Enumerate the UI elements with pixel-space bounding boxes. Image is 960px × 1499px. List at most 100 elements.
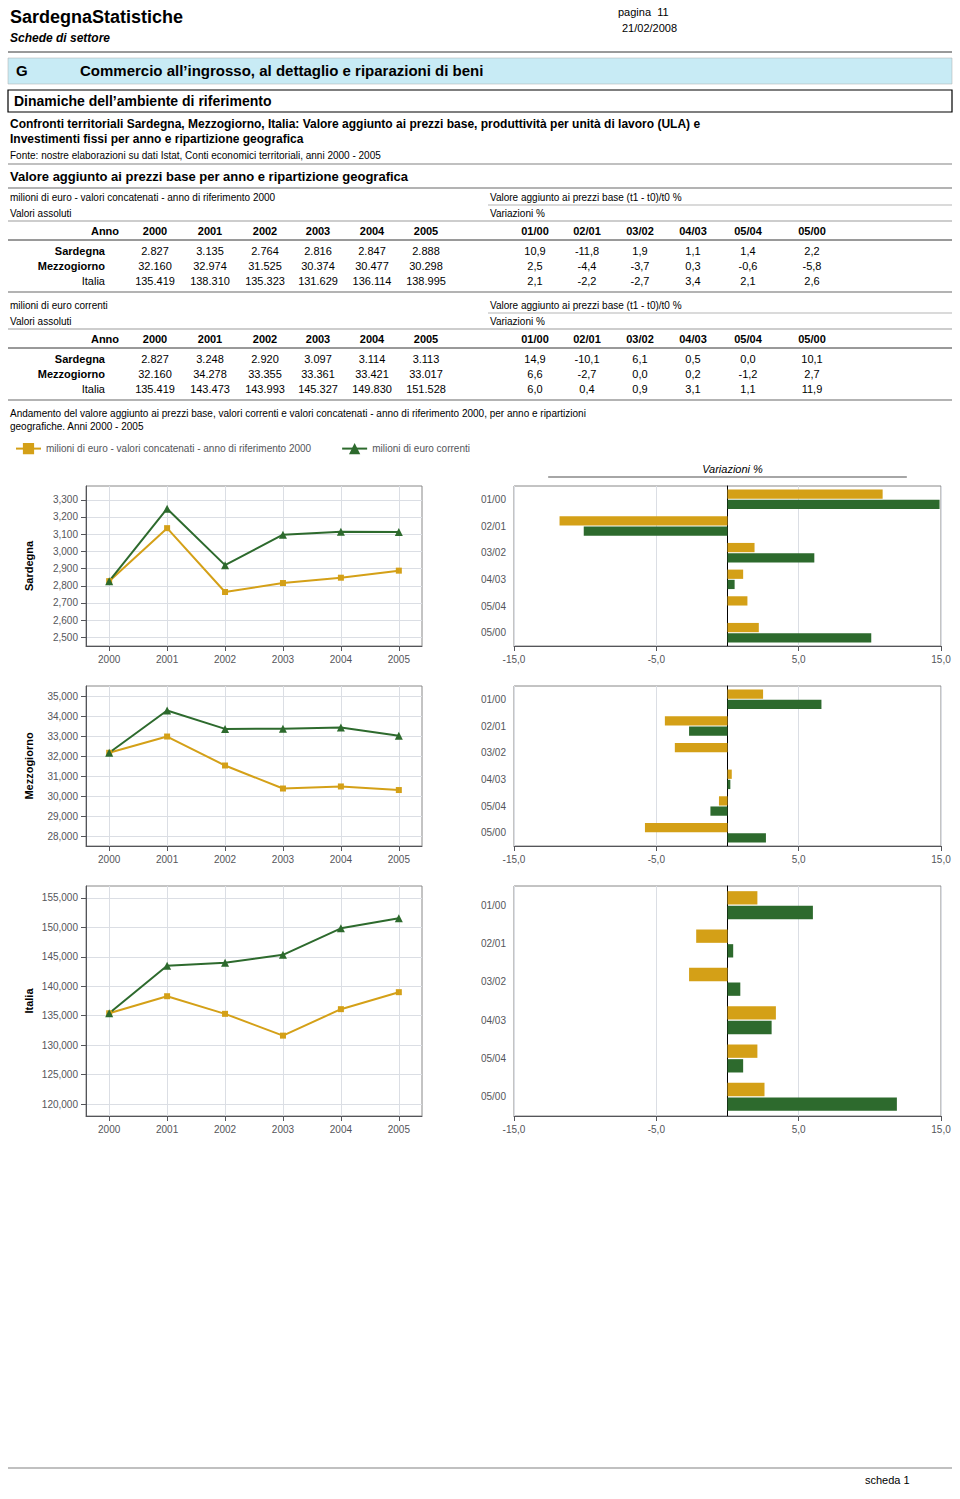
svg-text:Italia: Italia: [82, 275, 106, 287]
svg-text:34.278: 34.278: [193, 368, 227, 380]
svg-text:149.830: 149.830: [352, 383, 392, 395]
svg-text:03/02: 03/02: [626, 225, 654, 237]
svg-text:135,000: 135,000: [42, 1010, 79, 1021]
svg-text:32.160: 32.160: [138, 260, 172, 272]
svg-text:33.017: 33.017: [409, 368, 443, 380]
svg-text:-2,7: -2,7: [631, 275, 650, 287]
svg-text:-11,8: -11,8: [575, 245, 599, 257]
svg-text:10,1: 10,1: [801, 353, 822, 365]
svg-text:Investimenti fissi per anno e: Investimenti fissi per anno e ripartizio…: [10, 132, 304, 146]
svg-text:2000: 2000: [98, 854, 121, 865]
svg-text:135.323: 135.323: [245, 275, 285, 287]
svg-text:2.920: 2.920: [251, 353, 279, 365]
svg-text:2.827: 2.827: [141, 245, 169, 257]
svg-text:15,0: 15,0: [931, 654, 951, 665]
svg-text:33.361: 33.361: [301, 368, 335, 380]
svg-text:130,000: 130,000: [42, 1040, 79, 1051]
svg-text:35,000: 35,000: [47, 691, 78, 702]
svg-text:2005: 2005: [388, 1124, 411, 1135]
svg-text:05/00: 05/00: [481, 827, 506, 838]
svg-text:2003: 2003: [306, 333, 330, 345]
svg-text:02/01: 02/01: [481, 938, 506, 949]
svg-text:5,0: 5,0: [792, 654, 806, 665]
svg-text:2002: 2002: [214, 1124, 237, 1135]
svg-text:21/02/2008: 21/02/2008: [622, 22, 677, 34]
svg-text:143.993: 143.993: [245, 383, 285, 395]
svg-text:3.248: 3.248: [196, 353, 224, 365]
svg-text:geografiche. Anni 2000 - 2005: geografiche. Anni 2000 - 2005: [10, 421, 144, 432]
svg-text:2002: 2002: [253, 333, 277, 345]
svg-text:0,0: 0,0: [740, 353, 755, 365]
svg-text:0,3: 0,3: [685, 260, 700, 272]
svg-text:2,6: 2,6: [804, 275, 819, 287]
svg-text:2,5: 2,5: [527, 260, 542, 272]
svg-text:Variazioni %: Variazioni %: [490, 316, 545, 327]
svg-text:2003: 2003: [272, 1124, 295, 1135]
svg-text:150,000: 150,000: [42, 922, 79, 933]
svg-text:1,4: 1,4: [740, 245, 755, 257]
svg-text:2,2: 2,2: [804, 245, 819, 257]
svg-text:2,800: 2,800: [53, 580, 78, 591]
svg-text:Sardegna: Sardegna: [23, 540, 35, 591]
svg-text:Andamento del valore aggiunto: Andamento del valore aggiunto ai prezzi …: [10, 408, 586, 419]
svg-text:2004: 2004: [330, 1124, 353, 1135]
svg-text:135.419: 135.419: [135, 383, 175, 395]
svg-text:05/00: 05/00: [481, 627, 506, 638]
svg-text:2,7: 2,7: [804, 368, 819, 380]
svg-text:120,000: 120,000: [42, 1099, 79, 1110]
svg-text:2003: 2003: [272, 654, 295, 665]
svg-text:01/00: 01/00: [521, 225, 549, 237]
svg-text:Commercio all’ingrosso, al det: Commercio all’ingrosso, al dettaglio e r…: [80, 62, 483, 79]
svg-text:2.827: 2.827: [141, 353, 169, 365]
svg-text:-10,1: -10,1: [574, 353, 599, 365]
svg-text:3,1: 3,1: [685, 383, 700, 395]
svg-text:01/00: 01/00: [481, 694, 506, 705]
svg-text:2004: 2004: [360, 333, 385, 345]
svg-text:SardegnaStatistiche: SardegnaStatistiche: [10, 7, 183, 27]
svg-text:-4,4: -4,4: [578, 260, 597, 272]
svg-text:3.097: 3.097: [304, 353, 332, 365]
svg-text:6,6: 6,6: [527, 368, 542, 380]
svg-text:03/02: 03/02: [626, 333, 654, 345]
svg-text:scheda 1: scheda 1: [865, 1474, 910, 1486]
svg-text:3,200: 3,200: [53, 511, 78, 522]
svg-text:135.419: 135.419: [135, 275, 175, 287]
svg-text:2.816: 2.816: [304, 245, 332, 257]
svg-text:04/03: 04/03: [481, 1015, 506, 1026]
svg-text:2005: 2005: [414, 333, 438, 345]
svg-text:-2,2: -2,2: [578, 275, 597, 287]
svg-text:-15,0: -15,0: [503, 654, 526, 665]
svg-text:3,4: 3,4: [685, 275, 700, 287]
svg-text:1,9: 1,9: [632, 245, 647, 257]
svg-text:Mezzogiorno: Mezzogiorno: [23, 732, 35, 799]
svg-text:Italia: Italia: [23, 988, 35, 1014]
svg-text:2001: 2001: [198, 333, 222, 345]
svg-text:-2,7: -2,7: [578, 368, 597, 380]
svg-text:2.847: 2.847: [358, 245, 386, 257]
svg-text:2003: 2003: [306, 225, 330, 237]
svg-text:2001: 2001: [198, 225, 222, 237]
svg-text:3.113: 3.113: [413, 353, 440, 365]
svg-text:155,000: 155,000: [42, 892, 79, 903]
svg-text:2001: 2001: [156, 654, 179, 665]
svg-text:Valore aggiunto ai prezzi base: Valore aggiunto ai prezzi base per anno …: [10, 169, 409, 184]
svg-text:-1,2: -1,2: [739, 368, 758, 380]
svg-text:145.327: 145.327: [298, 383, 338, 395]
svg-text:Confronti territoriali Sardegn: Confronti territoriali Sardegna, Mezzogi…: [10, 117, 700, 131]
svg-text:5,0: 5,0: [792, 1124, 806, 1135]
svg-text:Sardegna: Sardegna: [55, 245, 106, 257]
svg-text:28,000: 28,000: [47, 831, 78, 842]
svg-text:2.764: 2.764: [251, 245, 279, 257]
svg-text:Variazioni %: Variazioni %: [490, 208, 545, 219]
svg-text:2004: 2004: [330, 854, 353, 865]
svg-text:2,1: 2,1: [740, 275, 755, 287]
svg-text:31.525: 31.525: [248, 260, 282, 272]
svg-text:milioni di euro correnti: milioni di euro correnti: [372, 443, 470, 454]
svg-text:3,100: 3,100: [53, 529, 78, 540]
svg-text:01/00: 01/00: [521, 333, 549, 345]
svg-text:-5,8: -5,8: [803, 260, 822, 272]
svg-text:3,000: 3,000: [53, 546, 78, 557]
svg-text:2,500: 2,500: [53, 632, 78, 643]
svg-text:02/01: 02/01: [573, 333, 601, 345]
svg-text:Valore aggiunto ai prezzi base: Valore aggiunto ai prezzi base (t1 - t0)…: [490, 300, 682, 311]
